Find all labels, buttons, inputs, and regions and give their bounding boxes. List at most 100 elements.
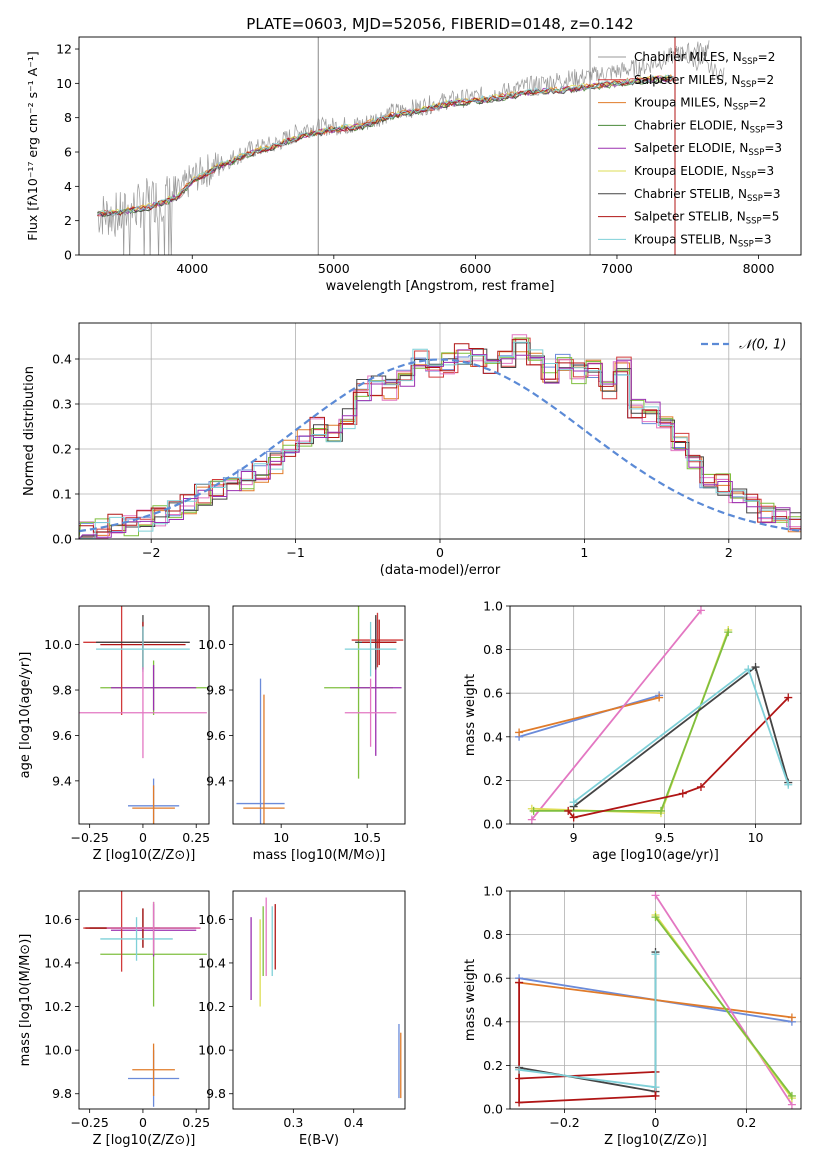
spectrum-model-line (97, 74, 674, 216)
x-tick-label: −0.25 (70, 1115, 108, 1130)
x-tick-label: 0.25 (182, 1115, 210, 1130)
mass_vs_Z-panel: −0.25 0 0.25 9.8 10.0 10.2 10.4 10.6 Z [log10(Z/… (18, 890, 210, 1148)
legend-label: Kroupa ELODIE, NSSP=3 (634, 164, 774, 181)
y-tick-label: 0.2 (483, 1058, 503, 1073)
plus-marker (651, 950, 660, 959)
y-tick-label: 0.0 (52, 532, 72, 547)
y-axis-label: mass [log10(M/M⊙)] (18, 934, 33, 1067)
plus-marker (784, 780, 793, 789)
x-tick-label: 4000 (176, 261, 208, 276)
y-tick-label: 8 (64, 110, 72, 125)
y-tick-label: 0.0 (483, 1102, 503, 1117)
legend-label: Salpeter ELODIE, NSSP=3 (634, 141, 782, 158)
panels: 4000 5000 6000 7000 8000024681012wavelength … (18, 36, 802, 1148)
massweight_vs_age-lines (515, 606, 793, 824)
y-tick-label: 10.0 (44, 637, 72, 652)
plus-marker (527, 815, 536, 824)
x-tick-label: 5000 (318, 261, 350, 276)
y-tick-label: 0 (64, 248, 72, 263)
legend-label: 𝒩(0, 1) (739, 338, 786, 353)
x-axis-label: wavelength [Angstrom, rest frame] (326, 279, 555, 294)
plus-marker (515, 1065, 524, 1074)
plus-marker (569, 798, 578, 807)
plus-marker (515, 1098, 524, 1107)
histogram-line (79, 349, 801, 539)
y-tick-label: 10.4 (198, 955, 226, 970)
legend-label: Salpeter STELIB, NSSP=5 (634, 210, 779, 227)
plus-marker (656, 806, 665, 815)
x-tick-label: 0 (139, 1115, 147, 1130)
legend-label: Chabrier STELIB, NSSP=3 (634, 187, 781, 204)
y-tick-label: 10.4 (44, 955, 72, 970)
gaussian-curve (79, 358, 801, 533)
y-tick-label: 0.3 (52, 397, 72, 412)
x-tick-label: −0.25 (70, 830, 108, 845)
y-tick-label: 0.6 (483, 686, 503, 701)
massweight_vs_Z-lines (515, 891, 796, 1109)
y-tick-label: 1.0 (483, 884, 503, 899)
plus-marker (744, 665, 753, 674)
age_vs_mass-points (236, 606, 404, 824)
plus-marker (784, 693, 793, 702)
x-axis-label: age [log10(age/yr)] (592, 848, 719, 863)
x-tick-label: 7000 (601, 261, 633, 276)
y-tick-label: 4 (64, 179, 72, 194)
y-tick-label: 10.0 (198, 1043, 226, 1058)
y-tick-label: 12 (56, 42, 72, 57)
y-tick-label: 9.6 (206, 728, 226, 743)
y-tick-label: 0.1 (52, 487, 72, 502)
y-tick-label: 0.8 (483, 642, 503, 657)
x-tick-label: 1 (580, 545, 588, 560)
plus-marker (651, 913, 660, 922)
plus-marker (515, 978, 524, 987)
legend-label: Kroupa MILES, NSSP=2 (634, 96, 766, 113)
y-tick-label: 0.8 (483, 927, 503, 942)
spectrum-lines (97, 37, 725, 255)
spectrum-model-line (97, 75, 674, 218)
y-tick-label: 10.6 (198, 912, 226, 927)
mass_vs_EBV-points (250, 897, 402, 1099)
spectrum-legend: Chabrier MILES, NSSP=2 Salpeter MILES, NS… (598, 50, 783, 249)
y-tick-label: 10 (56, 76, 72, 91)
legend-label: Chabrier ELODIE, NSSP=3 (634, 118, 783, 135)
age_vs_Z-panel: −0.25 0 0.25 9.4 9.6 9.8 10.0 Z [log10(Z/Z⊙)] ag… (18, 605, 210, 863)
x-tick-label: 2 (725, 545, 733, 560)
x-tick-label: −0.2 (549, 1115, 579, 1130)
y-tick-label: 10.2 (44, 999, 72, 1014)
legend-label: Kroupa STELIB, NSSP=3 (634, 232, 772, 249)
plus-marker (651, 1091, 660, 1100)
y-tick-label: 9.6 (52, 728, 72, 743)
figure-title: PLATE=0603, MJD=52056, FIBERID=0148, z=0… (246, 15, 633, 33)
x-tick-label: 0.25 (182, 830, 210, 845)
axes-frame (232, 605, 406, 825)
y-axis-label: mass weight (463, 959, 478, 1041)
plus-marker (655, 693, 664, 702)
x-tick-label: 6000 (459, 261, 491, 276)
y-tick-label: 10.2 (198, 999, 226, 1014)
plus-marker (787, 1091, 796, 1100)
axes-frame (509, 605, 802, 825)
spectrum-data-tail (676, 45, 725, 83)
spectrum-model-line (97, 74, 674, 216)
x-tick-label: 0.2 (736, 1115, 756, 1130)
spectrum-model-line (97, 74, 674, 216)
y-tick-label: 2 (64, 213, 72, 228)
y-tick-label: 10.0 (44, 1043, 72, 1058)
axes-frame (78, 890, 210, 1110)
y-tick-label: 9.8 (52, 683, 72, 698)
x-tick-label: 10 (273, 830, 289, 845)
y-axis-label: age [log10(age/yr)] (18, 652, 33, 779)
x-tick-label: 0.4 (344, 1115, 364, 1130)
spectrum-data-line (97, 40, 710, 255)
x-tick-label: 0.3 (283, 1115, 303, 1130)
axes-frame (78, 605, 210, 825)
y-tick-label: 10.0 (198, 637, 226, 652)
plus-marker (651, 1083, 660, 1092)
x-axis-label: E(B-V) (299, 1133, 339, 1148)
x-tick-label: −2 (142, 545, 160, 560)
histogram-line (79, 341, 801, 539)
x-tick-label: 9.5 (655, 830, 675, 845)
x-tick-label: 9 (570, 830, 578, 845)
plus-marker (678, 789, 687, 798)
